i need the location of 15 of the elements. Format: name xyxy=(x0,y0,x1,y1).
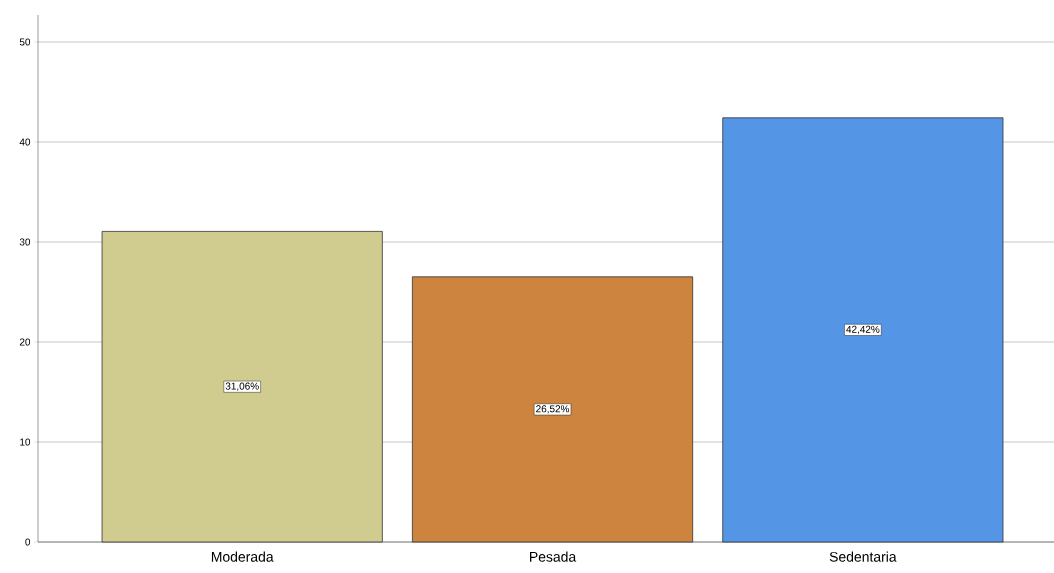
data-label: 31,06% xyxy=(225,382,259,391)
bar xyxy=(101,230,383,543)
data-label: 26,52% xyxy=(536,405,570,414)
x-tick-label: Pesada xyxy=(530,551,577,562)
data-label: 42,42% xyxy=(846,325,880,335)
bar xyxy=(411,276,694,543)
y-tick-label: 10 xyxy=(20,438,31,446)
y-tick-label: 30 xyxy=(19,238,31,246)
x-tick-label: Moderada xyxy=(211,551,274,562)
y-tick-label: 20 xyxy=(19,338,31,346)
y-tick-label: 40 xyxy=(19,138,31,146)
x-tick-label: Sedentaria xyxy=(829,551,897,562)
bar xyxy=(722,117,1004,543)
y-tick-label: 50 xyxy=(19,38,31,46)
y-tick-label: 0 xyxy=(25,538,31,546)
